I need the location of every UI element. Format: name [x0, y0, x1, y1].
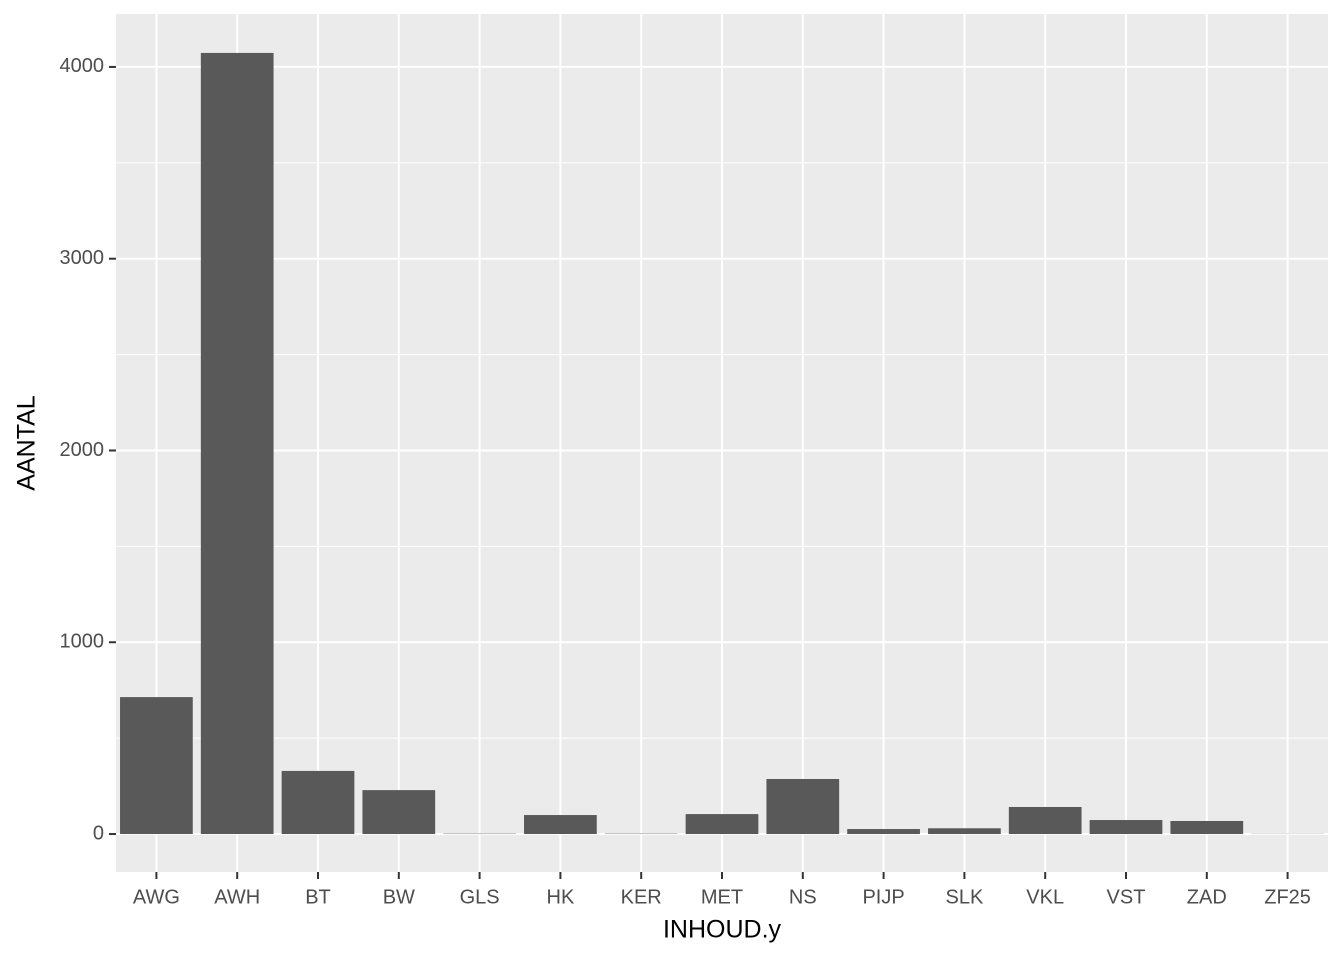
x-tick-label: KER	[621, 886, 662, 908]
bar	[200, 52, 274, 835]
x-tick-label: MET	[701, 886, 743, 908]
x-tick-label: ZAD	[1187, 886, 1227, 908]
bar	[524, 815, 597, 835]
x-tick-label: PIJP	[862, 886, 904, 908]
y-axis-title: AANTAL	[13, 395, 41, 490]
x-tick-label: HK	[547, 886, 575, 908]
x-axis-title: INHOUD.y	[663, 916, 782, 944]
y-tick-label: 3000	[60, 247, 105, 269]
bar	[685, 814, 759, 835]
x-tick-label: SLK	[945, 886, 983, 908]
bar	[120, 697, 193, 835]
y-tick-label: 2000	[60, 439, 105, 461]
y-tick-label: 0	[93, 822, 104, 844]
x-tick-label: GLS	[460, 886, 500, 908]
x-tick-label: AWH	[214, 886, 260, 908]
y-tick-label: 1000	[60, 631, 105, 653]
x-tick-label: AWG	[133, 886, 180, 908]
x-tick-label: VST	[1107, 886, 1146, 908]
x-tick-label: ZF25	[1264, 886, 1311, 908]
bar	[1170, 820, 1244, 835]
bar	[766, 778, 840, 835]
marks	[120, 52, 1324, 835]
x-tick-label: BW	[383, 886, 415, 908]
y-tick-label: 4000	[60, 55, 105, 77]
bar	[281, 770, 355, 835]
x-tick-label: BT	[305, 886, 331, 908]
x-tick-label: NS	[789, 886, 817, 908]
bar	[847, 829, 920, 835]
bar	[1008, 806, 1082, 835]
x-tick-label: VKL	[1026, 886, 1064, 908]
bar	[362, 790, 436, 835]
bar	[928, 828, 1001, 835]
bar	[1089, 820, 1163, 835]
